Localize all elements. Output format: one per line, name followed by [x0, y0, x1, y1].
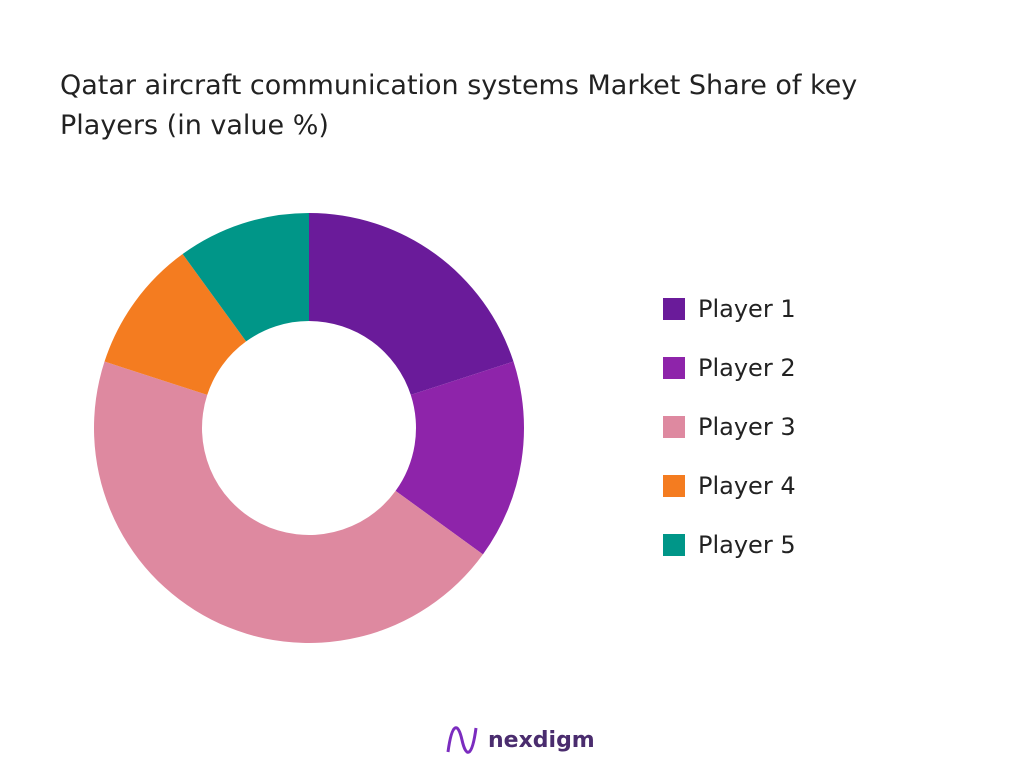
legend-swatch [663, 357, 685, 379]
legend-label: Player 2 [698, 354, 796, 382]
logo-icon [446, 726, 478, 754]
legend-swatch [663, 298, 685, 320]
legend-swatch [663, 475, 685, 497]
brand-name: nexdigm [488, 728, 595, 753]
legend-swatch [663, 416, 685, 438]
legend-label: Player 3 [698, 413, 796, 441]
pie-slice [94, 361, 483, 643]
pie-slice [309, 213, 514, 395]
legend-swatch [663, 534, 685, 556]
chart-title: Qatar aircraft communication systems Mar… [60, 70, 858, 141]
pie-slice [182, 213, 309, 342]
brand-logo: nexdigm [446, 726, 595, 754]
legend-label: Player 5 [698, 531, 796, 559]
legend-label: Player 4 [698, 472, 796, 500]
pie-slice [395, 361, 524, 555]
pie-slice [104, 254, 247, 395]
legend-label: Player 1 [698, 295, 796, 323]
